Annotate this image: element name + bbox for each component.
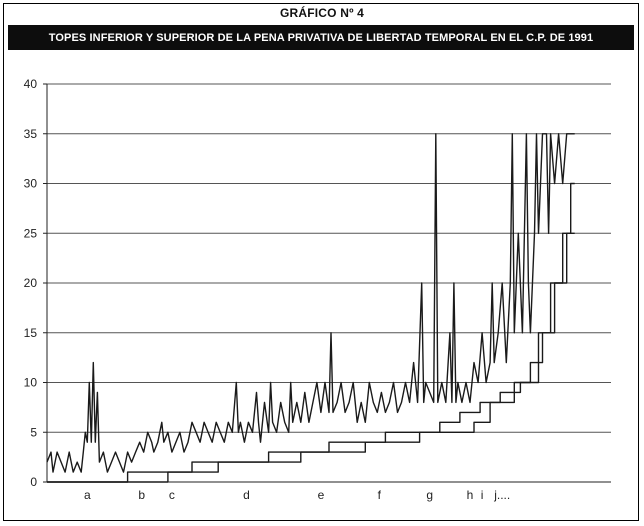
- x-group-label-2: c: [169, 488, 175, 502]
- y-tick-20: 20: [24, 276, 38, 290]
- x-group-label-8: i: [481, 488, 484, 502]
- x-group-label-1: b: [138, 488, 145, 502]
- figure-number: GRÁFICO Nº 4: [279, 6, 365, 20]
- y-tick-5: 5: [30, 425, 37, 439]
- y-tick-25: 25: [24, 226, 38, 240]
- series-line-upper: [46, 133, 575, 473]
- y-tick-0: 0: [30, 475, 37, 489]
- x-group-label-9: j....: [493, 488, 510, 502]
- x-group-label-4: e: [318, 488, 325, 502]
- x-group-label-0: a: [84, 488, 91, 502]
- y-tick-30: 30: [24, 177, 38, 191]
- y-tick-40: 40: [24, 77, 38, 91]
- y-tick-15: 15: [24, 326, 38, 340]
- series-lines: [46, 133, 575, 483]
- chart-title: TOPES INFERIOR Y SUPERIOR DE LA PENA PRI…: [48, 31, 594, 44]
- series-line-lower-2: [47, 232, 575, 483]
- y-tick-35: 35: [24, 127, 38, 141]
- outer-frame: [3, 3, 639, 521]
- x-group-label-6: g: [426, 488, 433, 502]
- grid-lines: [47, 83, 611, 433]
- x-group-label-5: f: [378, 488, 382, 502]
- x-group-label-7: h: [467, 488, 474, 502]
- y-tick-10: 10: [24, 376, 38, 390]
- x-group-labels: a b c d e f g h i j....: [84, 488, 510, 502]
- x-group-label-3: d: [243, 488, 250, 502]
- y-tick-labels: 0 5 10 15 20 25 30 35 40: [24, 77, 38, 489]
- chart-title-bar: TOPES INFERIOR Y SUPERIOR DE LA PENA PRI…: [8, 25, 634, 50]
